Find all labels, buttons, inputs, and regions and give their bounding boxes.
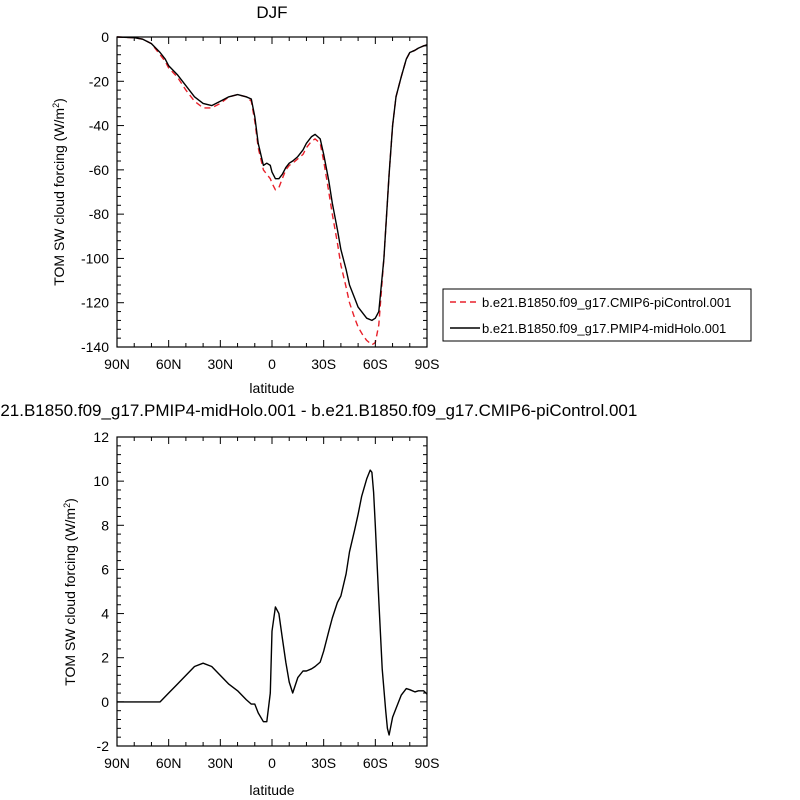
top-x-tick-label: 0 xyxy=(268,356,276,372)
top-legend: b.e21.B1850.f09_g17.CMIP6-piControl.001 … xyxy=(442,288,752,342)
legend-label-midholo: b.e21.B1850.f09_g17.PMIP4-midHolo.001 xyxy=(482,321,726,336)
bottom-y-tick-label: 2 xyxy=(101,650,109,666)
top-x-axis-label: latitude xyxy=(249,380,294,396)
bottom-y-tick-label: 8 xyxy=(101,517,109,533)
top-x-tick-label: 60N xyxy=(156,356,182,372)
bottom-x-tick-label: 30S xyxy=(311,755,336,771)
bottom-plot-frame xyxy=(116,436,428,747)
bottom-x-axis-label: latitude xyxy=(249,782,294,798)
bottom-y-axis-label: TOM SW cloud forcing (W/m2) xyxy=(62,498,78,686)
bottom-y-tick-label: 12 xyxy=(93,429,109,445)
top-x-tick-label: 30N xyxy=(207,356,233,372)
top-x-tick-label: 30S xyxy=(311,356,336,372)
bottom-x-tick-label: 90S xyxy=(415,755,440,771)
bottom-y-tick-label: 6 xyxy=(101,561,109,577)
top-x-tick-label: 60S xyxy=(363,356,388,372)
bottom-y-tick-label: -2 xyxy=(97,738,110,754)
legend-box xyxy=(442,288,752,342)
top-y-tick-label: -80 xyxy=(89,206,109,222)
bottom-y-tick-label: 4 xyxy=(101,606,109,622)
bottom-x-tick-label: 90N xyxy=(104,755,130,771)
bottom-x-tick-label: 60S xyxy=(363,755,388,771)
legend-label-picontrol: b.e21.B1850.f09_g17.CMIP6-piControl.001 xyxy=(482,295,731,310)
top-chart-title: DJF xyxy=(256,3,287,22)
top-y-tick-label: -100 xyxy=(81,250,109,266)
top-series-line-1 xyxy=(116,36,428,322)
top-y-tick-label: -60 xyxy=(89,162,109,178)
bottom-x-tick-label: 30N xyxy=(207,755,233,771)
top-x-tick-label: 90N xyxy=(104,356,130,372)
top-y-tick-label: -40 xyxy=(89,118,109,134)
bottom-x-tick-label: 0 xyxy=(268,755,276,771)
top-x-tick-label: 90S xyxy=(415,356,440,372)
top-y-tick-label: -140 xyxy=(81,339,109,355)
bottom-y-tick-label: 10 xyxy=(93,473,109,489)
top-y-tick-label: 0 xyxy=(101,29,109,45)
top-y-tick-label: -120 xyxy=(81,295,109,311)
bottom-chart: b.e21.B1850.f09_g17.PMIP4-midHolo.001 - … xyxy=(0,401,637,798)
top-y-tick-label: -20 xyxy=(89,73,109,89)
bottom-x-tick-label: 60N xyxy=(156,755,182,771)
bottom-y-tick-label: 0 xyxy=(101,694,109,710)
bottom-series-line-0 xyxy=(117,469,428,736)
top-chart: DJF 90N 60N 30N 0 30S 60S 90S 0 -20 -40 -60 -80 -100… xyxy=(51,3,752,396)
bottom-chart-title: b.e21.B1850.f09_g17.PMIP4-midHolo.001 - … xyxy=(0,401,637,420)
top-y-axis-label: TOM SW cloud forcing (W/m2) xyxy=(51,98,67,286)
